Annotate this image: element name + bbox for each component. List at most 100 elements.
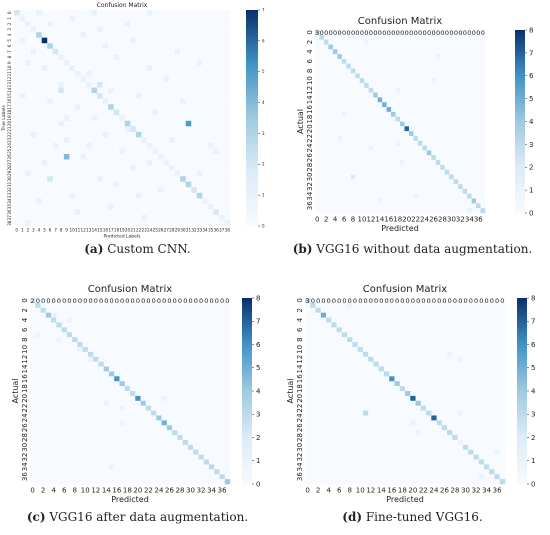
heatmap-cell [480,121,486,127]
heatmap-cell [218,214,225,221]
heatmap-cell [187,381,194,387]
heatmap-cell [124,82,131,88]
heatmap-cell [431,307,437,313]
heatmap-cell [156,386,162,392]
heatmap-cell [169,70,175,77]
heatmap-cell [169,48,175,55]
heatmap-cell [476,193,481,199]
heatmap-cell [163,176,170,182]
heatmap-cell [158,10,164,16]
heatmap-cell [368,30,374,36]
heatmap-cell [86,170,92,177]
heatmap-cell [119,469,126,475]
heatmap-cell [417,111,423,117]
heatmap-cell [224,327,231,333]
heatmap-cell [52,115,59,122]
heatmap-cell [56,459,62,465]
heatmap-cell [114,415,120,421]
heatmap-cell [346,126,352,132]
heatmap-cell [30,192,37,199]
heatmap-cell [350,126,356,132]
caption: (c) VGG16 after data augmentation. [0,510,275,524]
heatmap-cell [130,214,137,221]
x-tick-label: 16 [112,487,121,495]
heatmap-cell [359,63,365,69]
heatmap-cell [163,93,170,99]
heatmap-cell [185,203,192,210]
heatmap-cell [156,391,162,397]
heatmap-cell [19,93,26,99]
heatmap-cell [140,366,147,372]
heatmap-cell [69,59,76,66]
heatmap-cell [124,474,131,480]
heatmap-cell [352,312,358,318]
heatmap-cell [97,43,103,50]
heatmap-cell [166,327,173,333]
heatmap-cell [124,21,131,27]
heatmap-cell [177,454,183,460]
heatmap-cell [444,174,450,180]
heatmap-cell [305,298,311,304]
heatmap-cell [19,120,26,127]
heatmap-cell [476,87,481,93]
heatmap-cell [98,430,104,436]
heatmap-cell [196,15,203,22]
heatmap-cell [202,37,209,44]
heatmap-cell [103,444,110,451]
heatmap-cell [202,54,209,61]
heatmap-cell [315,34,320,40]
heatmap-cell [315,208,320,214]
heatmap-cell [161,459,168,465]
heatmap-cell [86,131,92,138]
heatmap-cell [377,34,383,40]
heatmap-cell [72,464,78,470]
heatmap-cell [332,68,338,74]
heatmap-cell [135,420,141,426]
heatmap-cell [404,78,410,84]
heatmap-cell [332,184,338,190]
heatmap-cell [207,137,214,144]
heatmap-cell [172,312,178,318]
heatmap-cell [350,131,356,137]
heatmap-cell [444,78,450,84]
heatmap-cell [462,121,468,127]
heatmap-cell [180,104,186,110]
heatmap-cell [172,356,178,362]
heatmap-cell [440,92,446,98]
heatmap-cell [476,198,481,204]
heatmap-cell [114,430,120,436]
heatmap-cell [202,82,209,88]
heatmap-cell [124,120,131,127]
heatmap-cell [40,327,47,333]
heatmap-cell [108,176,114,182]
heatmap-cell [471,198,477,204]
heatmap-cell [180,220,186,227]
heatmap-cell [152,109,159,116]
heatmap-cell [119,356,126,362]
heatmap-cell [180,15,186,22]
heatmap-cell [102,104,109,110]
heatmap-cell [25,98,31,105]
heatmap-cell [91,54,98,61]
heatmap-cell [377,208,383,214]
heatmap-cell [77,361,83,367]
heatmap-cell [182,361,189,367]
heatmap-cell [404,102,410,108]
heatmap-cell [97,159,103,166]
heatmap-cell [30,307,36,313]
heatmap-cell [135,342,141,348]
heatmap-cell [135,381,141,387]
heatmap-cell [156,337,162,343]
heatmap-cell [86,126,92,133]
heatmap-cell [145,415,152,421]
heatmap-cell [337,179,343,185]
heatmap-cell [395,87,401,93]
heatmap-cell [332,150,338,156]
heatmap-cell [166,351,173,358]
heatmap-cell [156,332,162,338]
heatmap-cell [203,312,210,318]
heatmap-cell [315,111,320,117]
heatmap-cell [163,131,170,138]
heatmap-cell [108,449,115,455]
heatmap-cell [449,63,454,69]
